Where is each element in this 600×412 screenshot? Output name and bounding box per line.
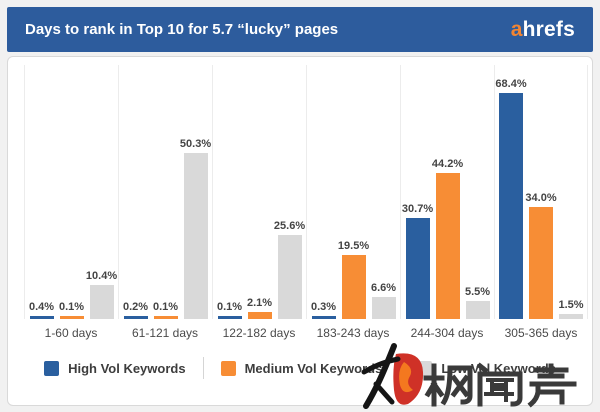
bar-slot: 6.6%: [370, 282, 397, 319]
bar-value-label: 0.2%: [122, 301, 149, 313]
bar-slot: 0.4%: [28, 301, 55, 319]
bar-value-label: 0.3%: [310, 301, 337, 313]
bar-slot: 30.7%: [402, 203, 433, 319]
bar-value-label: 30.7%: [401, 202, 434, 215]
bar: [559, 314, 583, 319]
bar-slot: 0.1%: [216, 301, 243, 319]
bar: [341, 254, 366, 319]
bar-value-label: 25.6%: [273, 219, 306, 232]
bar-group: 0.4% 0.1% 10.4%: [24, 65, 118, 319]
bar-value-label: 5.5%: [464, 285, 491, 298]
bar-value-label: 44.2%: [431, 158, 464, 171]
chart-card: 0.4% 0.1% 10.4% 0.2% 0.1% 50.3% 0.1% 2.1% 25.6% 0…: [7, 56, 593, 406]
bar: [153, 316, 178, 319]
bar-slot: 0.2%: [122, 301, 149, 319]
bar-group: 0.1% 2.1% 25.6%: [212, 65, 306, 319]
bar-value-label: 50.3%: [179, 138, 212, 151]
bar-slot: 68.4%: [495, 78, 527, 319]
watermark: [360, 342, 582, 410]
bar-value-label: 34.0%: [525, 191, 557, 204]
legend-item: Medium Vol Keywords: [220, 360, 383, 376]
bar-slot: 0.1%: [58, 301, 85, 319]
bar-slot: 0.3%: [310, 301, 337, 319]
legend-label: High Vol Keywords: [68, 360, 186, 376]
bar-value-label: 68.4%: [495, 78, 527, 91]
bar-value-label: 1.5%: [558, 299, 584, 312]
bar: [529, 206, 553, 319]
x-axis-label: 244-304 days: [410, 326, 484, 340]
bar: [89, 284, 114, 319]
ahrefs-logo-rest: hrefs: [522, 17, 575, 41]
bar-slot: 50.3%: [180, 138, 211, 319]
bar: [183, 153, 208, 319]
bar: [405, 217, 430, 319]
bar: [59, 316, 84, 319]
ahrefs-logo-accent: a: [510, 17, 523, 41]
bar: [123, 316, 148, 319]
legend-label: Medium Vol Keywords: [244, 360, 383, 376]
bar-slot: 1.5%: [558, 299, 584, 319]
bar-slot: 10.4%: [86, 270, 117, 319]
bar-value-label: 0.4%: [28, 301, 55, 313]
bar-group: 0.2% 0.1% 50.3%: [118, 65, 212, 319]
bar-value-label: 19.5%: [337, 239, 370, 252]
bar-value-label: 10.4%: [85, 269, 118, 282]
x-axis-label: 305-365 days: [504, 326, 578, 340]
bar-slot: 2.1%: [246, 297, 273, 319]
bar: [217, 316, 242, 319]
ahrefs-logo: ahrefs: [511, 18, 575, 42]
bar: [371, 297, 396, 319]
x-axis-labels: 1-60 days 61-121 days 122-182 days 183-243 …: [24, 319, 588, 340]
x-axis-label: 122-182 days: [222, 326, 296, 340]
bar-value-label: 0.1%: [152, 301, 179, 313]
x-axis-label: 1-60 days: [44, 326, 98, 340]
bar-group: 0.3% 19.5% 6.6%: [306, 65, 400, 319]
bar: [277, 234, 302, 319]
bar: [499, 93, 523, 319]
bar: [29, 316, 54, 319]
bar-slot: 34.0%: [525, 192, 557, 319]
x-axis-label: 61-121 days: [131, 326, 199, 340]
bar-group: 68.4% 34.0% 1.5%: [494, 65, 588, 319]
legend-swatch: [220, 360, 236, 376]
bar-slot: 44.2%: [432, 158, 463, 319]
bar-value-label: 0.1%: [58, 301, 85, 313]
chart-header: Days to rank in Top 10 for 5.7 “lucky” p…: [7, 7, 593, 52]
bar: [247, 312, 272, 319]
watermark-logo-icon: [361, 343, 577, 409]
bar-value-label: 6.6%: [370, 282, 397, 295]
x-axis-label: 183-243 days: [316, 326, 390, 340]
bar-group: 30.7% 44.2% 5.5%: [400, 65, 494, 319]
bar-slot: 0.1%: [152, 301, 179, 319]
bar-slot: 5.5%: [464, 285, 491, 319]
bar-value-label: 2.1%: [246, 297, 273, 310]
legend-item: High Vol Keywords: [44, 360, 186, 376]
plot-area: 0.4% 0.1% 10.4% 0.2% 0.1% 50.3% 0.1% 2.1% 25.6% 0…: [24, 65, 588, 319]
chart-title: Days to rank in Top 10 for 5.7 “lucky” p…: [25, 21, 339, 38]
legend-swatch: [44, 360, 60, 376]
bar-slot: 19.5%: [338, 240, 369, 319]
bar-value-label: 0.1%: [216, 301, 243, 313]
bar: [465, 300, 490, 319]
legend-separator: [202, 357, 204, 379]
bar: [435, 173, 460, 319]
bar-slot: 25.6%: [274, 220, 305, 319]
bar: [311, 316, 336, 319]
